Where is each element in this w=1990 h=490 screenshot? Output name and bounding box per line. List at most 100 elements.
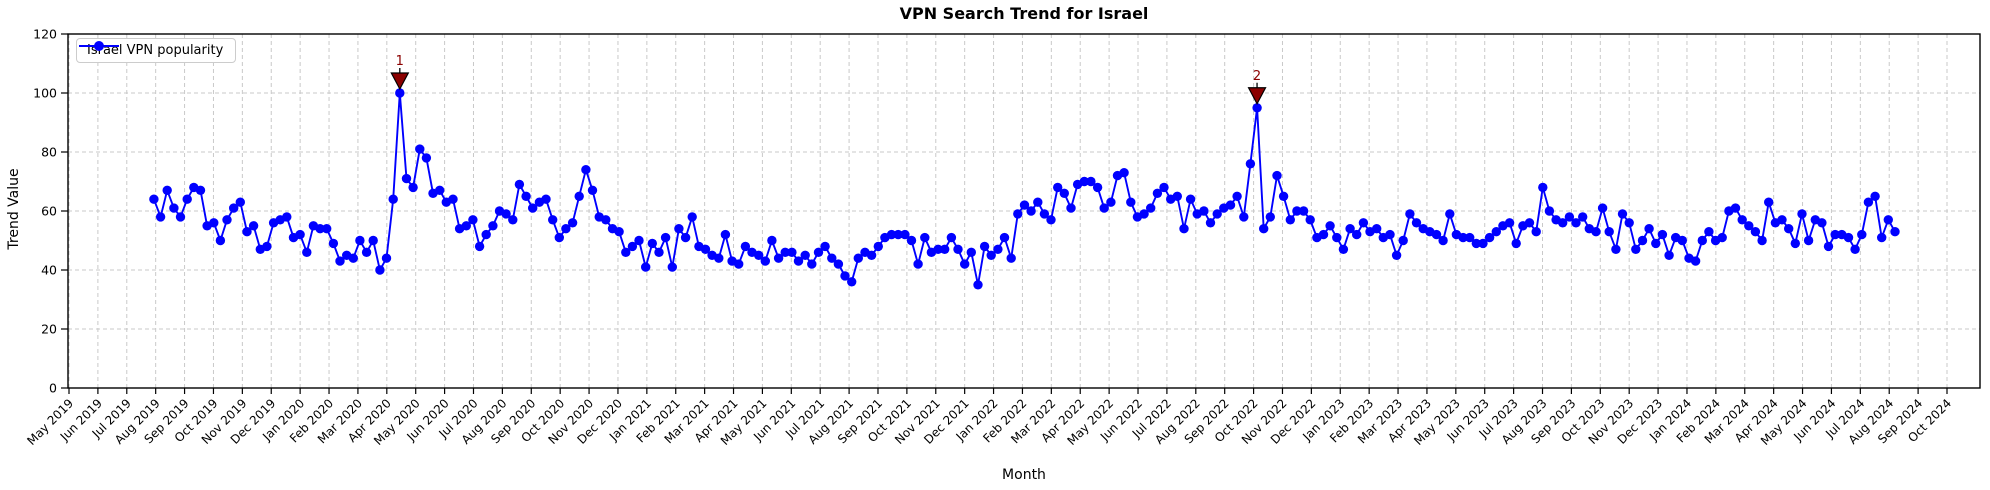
data-point bbox=[1797, 209, 1807, 219]
data-point bbox=[1611, 244, 1621, 254]
data-point bbox=[833, 259, 844, 269]
data-point bbox=[1491, 227, 1502, 237]
data-point bbox=[215, 235, 226, 246]
data-point bbox=[1843, 232, 1854, 243]
data-point bbox=[920, 232, 930, 243]
data-point bbox=[827, 253, 837, 263]
data-point bbox=[1850, 244, 1860, 254]
data-point bbox=[1717, 232, 1727, 243]
data-point bbox=[1298, 206, 1309, 216]
data-point bbox=[734, 259, 744, 269]
data-point bbox=[913, 259, 923, 269]
data-point bbox=[1185, 194, 1196, 204]
data-point bbox=[375, 265, 385, 275]
data-point bbox=[435, 185, 445, 195]
data-point bbox=[1803, 235, 1814, 246]
data-point bbox=[501, 209, 511, 219]
data-point bbox=[548, 215, 558, 225]
data-point bbox=[1877, 232, 1887, 243]
data-point bbox=[960, 259, 970, 269]
data-point bbox=[1690, 256, 1701, 266]
data-point bbox=[601, 215, 611, 225]
data-point bbox=[182, 194, 192, 204]
data-point bbox=[381, 253, 392, 263]
data-point bbox=[1305, 215, 1315, 225]
data-point bbox=[328, 238, 339, 249]
data-point bbox=[1571, 218, 1581, 228]
svg-text:80: 80 bbox=[41, 145, 57, 160]
data-point bbox=[222, 215, 232, 225]
data-point bbox=[315, 224, 325, 234]
data-point bbox=[979, 241, 990, 252]
data-point bbox=[866, 250, 877, 260]
data-point bbox=[1372, 224, 1382, 234]
data-point bbox=[1790, 238, 1801, 249]
data-point bbox=[1179, 224, 1189, 234]
data-point bbox=[1026, 206, 1036, 216]
data-point bbox=[175, 212, 186, 222]
data-point bbox=[1079, 176, 1090, 187]
triangle-down-marker-icon bbox=[1247, 87, 1267, 106]
data-point bbox=[1784, 224, 1794, 234]
data-point bbox=[335, 256, 345, 266]
data-point bbox=[1139, 209, 1149, 219]
data-point bbox=[1890, 227, 1900, 237]
data-point bbox=[720, 229, 731, 240]
data-point bbox=[481, 229, 491, 240]
data-point bbox=[1578, 212, 1588, 222]
data-point bbox=[986, 250, 996, 260]
data-point bbox=[1664, 250, 1674, 260]
data-point bbox=[1744, 221, 1754, 231]
data-point bbox=[660, 232, 671, 243]
data-point bbox=[773, 253, 784, 263]
data-point bbox=[1398, 235, 1408, 246]
data-point bbox=[421, 153, 432, 163]
data-point bbox=[541, 194, 551, 204]
data-point bbox=[1445, 209, 1455, 219]
data-point bbox=[760, 256, 770, 266]
gridlines bbox=[68, 33, 1980, 388]
y-tick-marks bbox=[61, 33, 68, 389]
data-point bbox=[654, 247, 664, 257]
data-point bbox=[1830, 229, 1840, 240]
data-point bbox=[302, 247, 312, 257]
data-point bbox=[1352, 229, 1362, 240]
data-point bbox=[1863, 197, 1874, 207]
data-point bbox=[235, 197, 245, 207]
data-point bbox=[1252, 103, 1262, 113]
data-point bbox=[1777, 215, 1787, 225]
data-point bbox=[388, 194, 398, 204]
data-point bbox=[395, 88, 405, 98]
chart-title: VPN Search Trend for Israel bbox=[899, 4, 1149, 23]
svg-text:100: 100 bbox=[33, 86, 57, 101]
data-point bbox=[873, 241, 883, 252]
data-point bbox=[900, 229, 910, 240]
data-point bbox=[1338, 244, 1349, 254]
data-point bbox=[906, 235, 917, 246]
data-point bbox=[1358, 218, 1369, 228]
svg-text:120: 120 bbox=[33, 27, 57, 42]
data-point bbox=[1006, 253, 1016, 263]
data-point bbox=[561, 224, 571, 234]
data-point bbox=[1278, 191, 1289, 201]
data-point bbox=[1205, 218, 1216, 228]
data-point bbox=[1086, 176, 1096, 187]
data-point bbox=[999, 232, 1010, 243]
data-point bbox=[787, 247, 797, 257]
triangle-down-marker-icon bbox=[390, 72, 410, 91]
data-point bbox=[641, 262, 651, 272]
data-point bbox=[1644, 224, 1654, 234]
data-point bbox=[1764, 197, 1774, 207]
data-point bbox=[1524, 218, 1535, 228]
data-point bbox=[155, 212, 166, 222]
data-point bbox=[1345, 224, 1355, 234]
data-point bbox=[1013, 209, 1023, 219]
data-point bbox=[886, 229, 897, 240]
data-point bbox=[508, 215, 518, 225]
data-point bbox=[488, 221, 498, 231]
data-point bbox=[933, 244, 943, 254]
data-point bbox=[574, 191, 584, 201]
